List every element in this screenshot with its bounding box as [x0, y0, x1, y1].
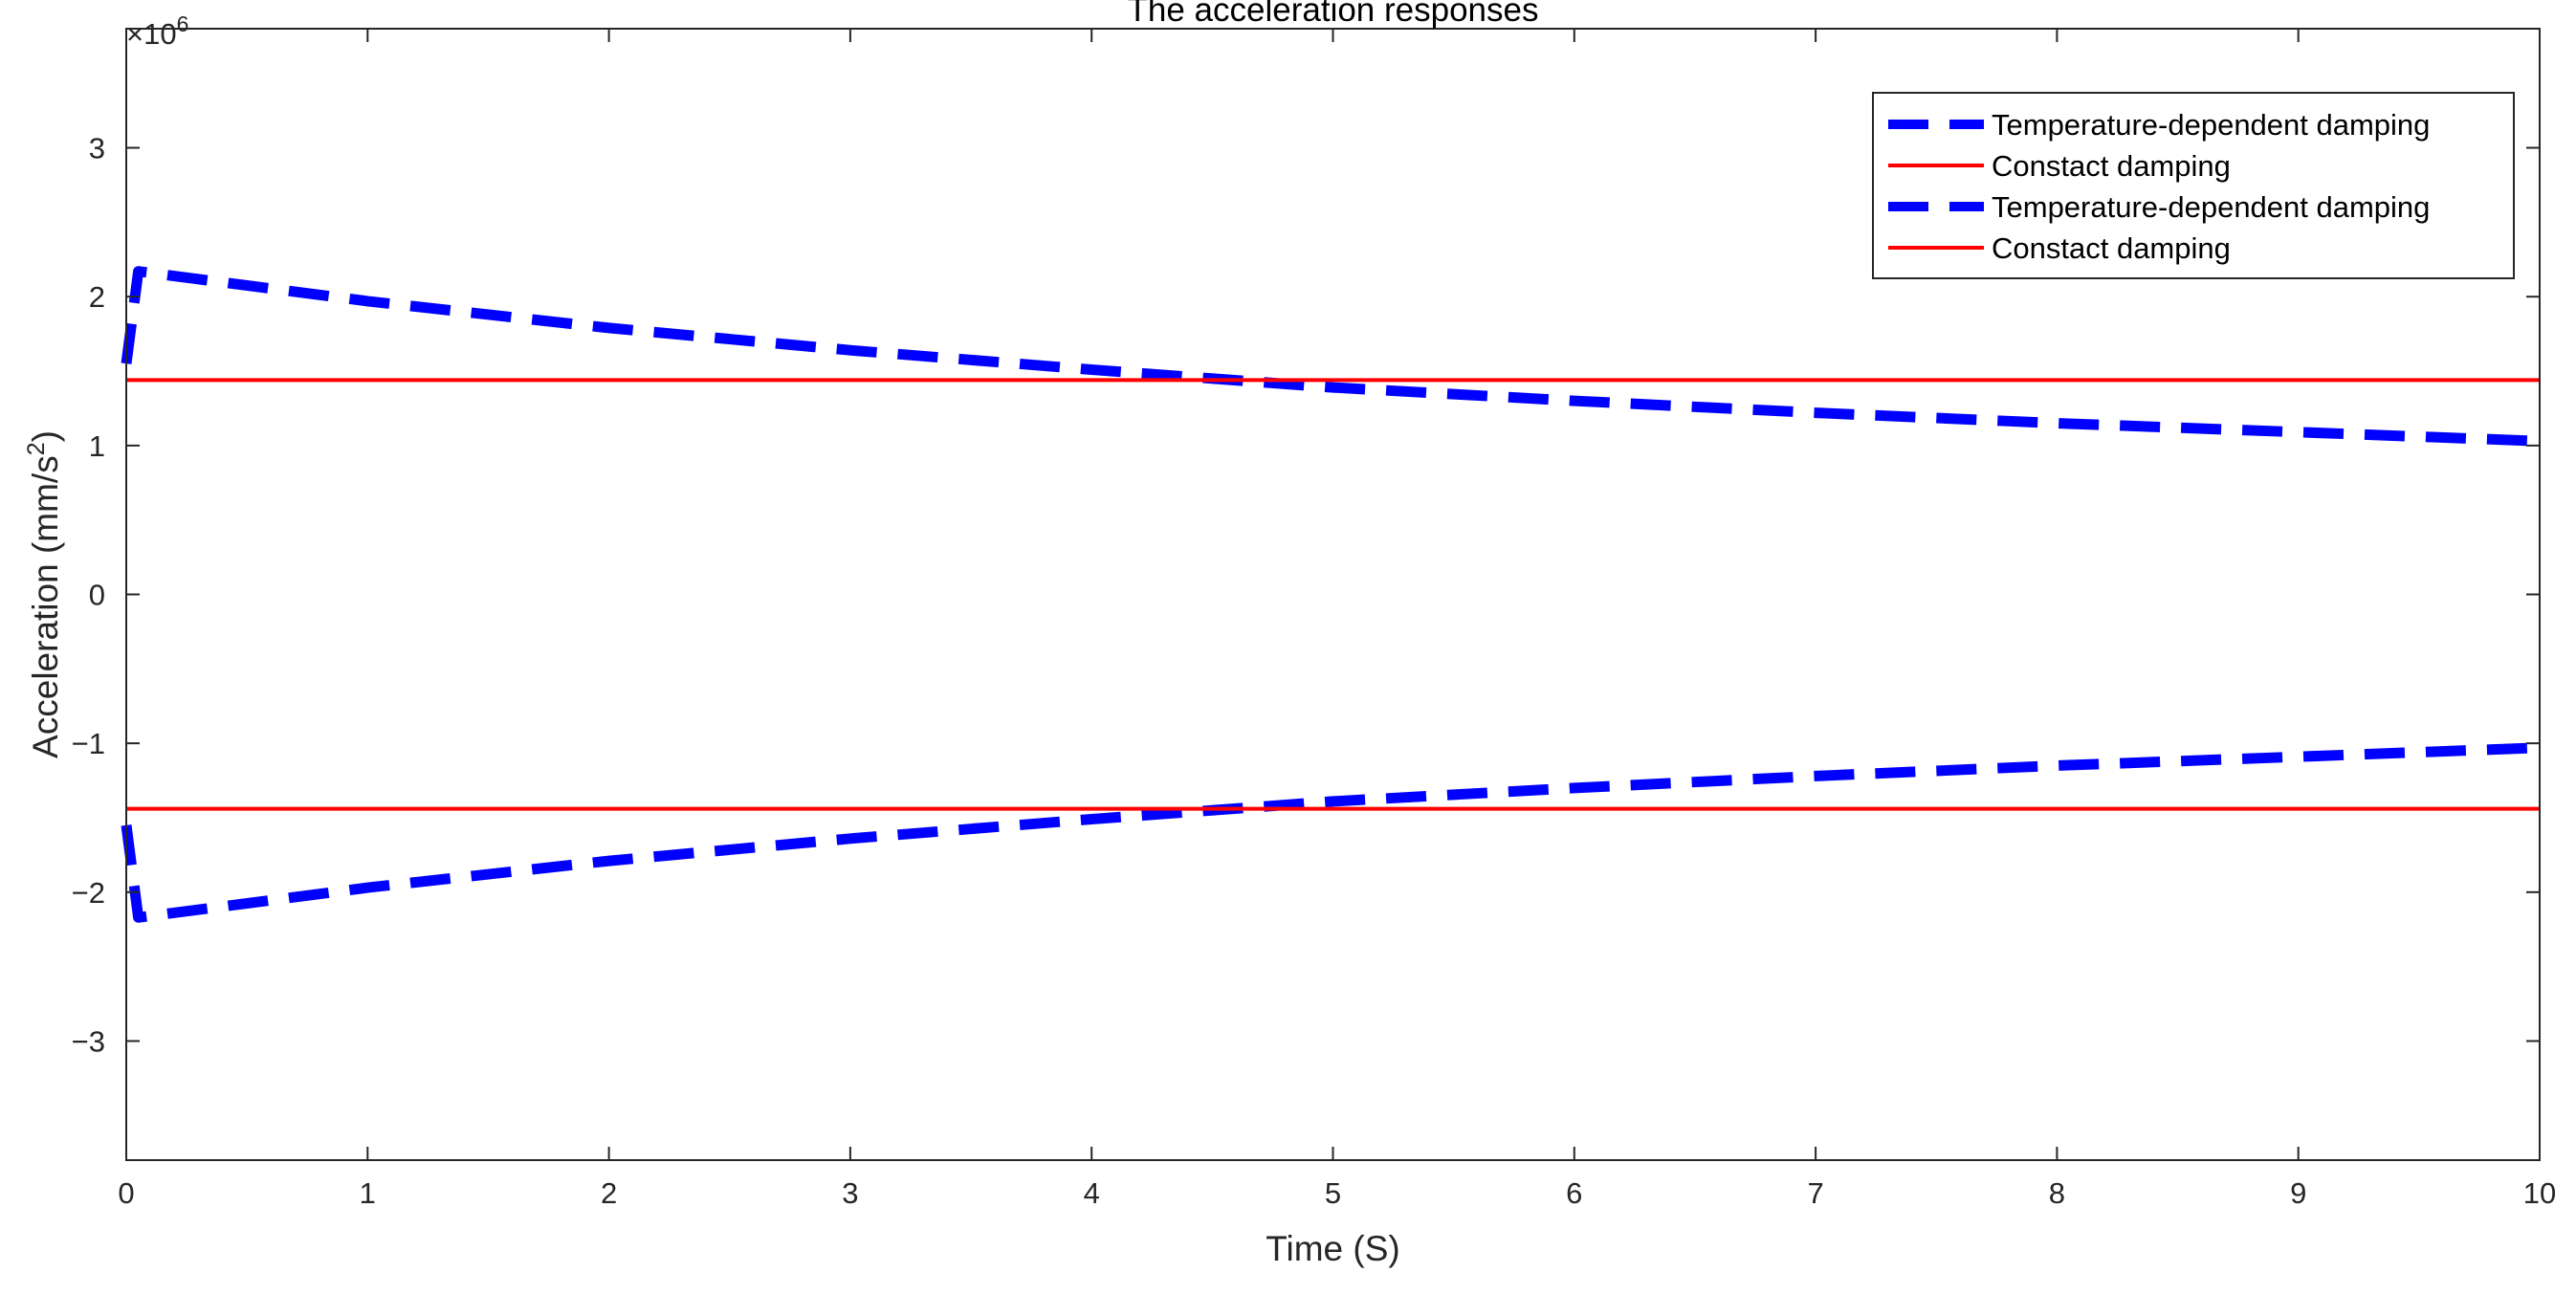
- y-tick-label: 2: [89, 280, 105, 314]
- x-tick-label: 2: [601, 1176, 617, 1210]
- y-axis-label-close: ): [26, 430, 65, 442]
- y-tick-label: −1: [72, 727, 105, 760]
- tick-layer: 0 1 2 3 4 5 6 7 8 9 10 −3 −2 −1 0 1 2 3: [72, 29, 2556, 1210]
- legend-label-2: Constact damping: [1992, 149, 2231, 183]
- x-tick-label: 6: [1566, 1176, 1582, 1210]
- x-tick-label: 5: [1325, 1176, 1341, 1210]
- y-axis-exponent-base: ×10: [126, 17, 177, 51]
- chart-title: The acceleration responses: [1128, 0, 1539, 29]
- legend-label-4: Constact damping: [1992, 231, 2231, 265]
- y-tick-label: −3: [72, 1024, 105, 1058]
- y-tick-label: −2: [72, 876, 105, 910]
- series-layer: [121, 266, 2541, 923]
- y-axis-label-main: Acceleration (mm/s: [26, 455, 65, 758]
- x-tick-label: 10: [2523, 1176, 2556, 1210]
- x-tick-label: 8: [2049, 1176, 2065, 1210]
- x-tick-label: 3: [842, 1176, 858, 1210]
- y-tick-label: 1: [89, 429, 105, 463]
- y-axis-label: Acceleration (mm/s2): [23, 430, 65, 758]
- y-axis-exponent: ×106: [126, 11, 188, 51]
- y-axis-exponent-power: 6: [177, 11, 189, 36]
- x-axis-label: Time (S): [1266, 1229, 1399, 1268]
- legend-label-3: Temperature-dependent damping: [1992, 190, 2430, 224]
- x-tick-label: 0: [118, 1176, 134, 1210]
- x-tick-label: 9: [2290, 1176, 2306, 1210]
- y-tick-label: 3: [89, 132, 105, 165]
- legend: Temperature-dependent damping Constact da…: [1872, 92, 2515, 279]
- y-axis-label-superscript: 2: [23, 442, 50, 455]
- x-tick-label: 4: [1084, 1176, 1100, 1210]
- x-tick-label: 1: [360, 1176, 376, 1210]
- legend-label-1: Temperature-dependent damping: [1992, 108, 2430, 142]
- x-tick-label: 7: [1807, 1176, 1823, 1210]
- y-tick-label: 0: [89, 579, 105, 612]
